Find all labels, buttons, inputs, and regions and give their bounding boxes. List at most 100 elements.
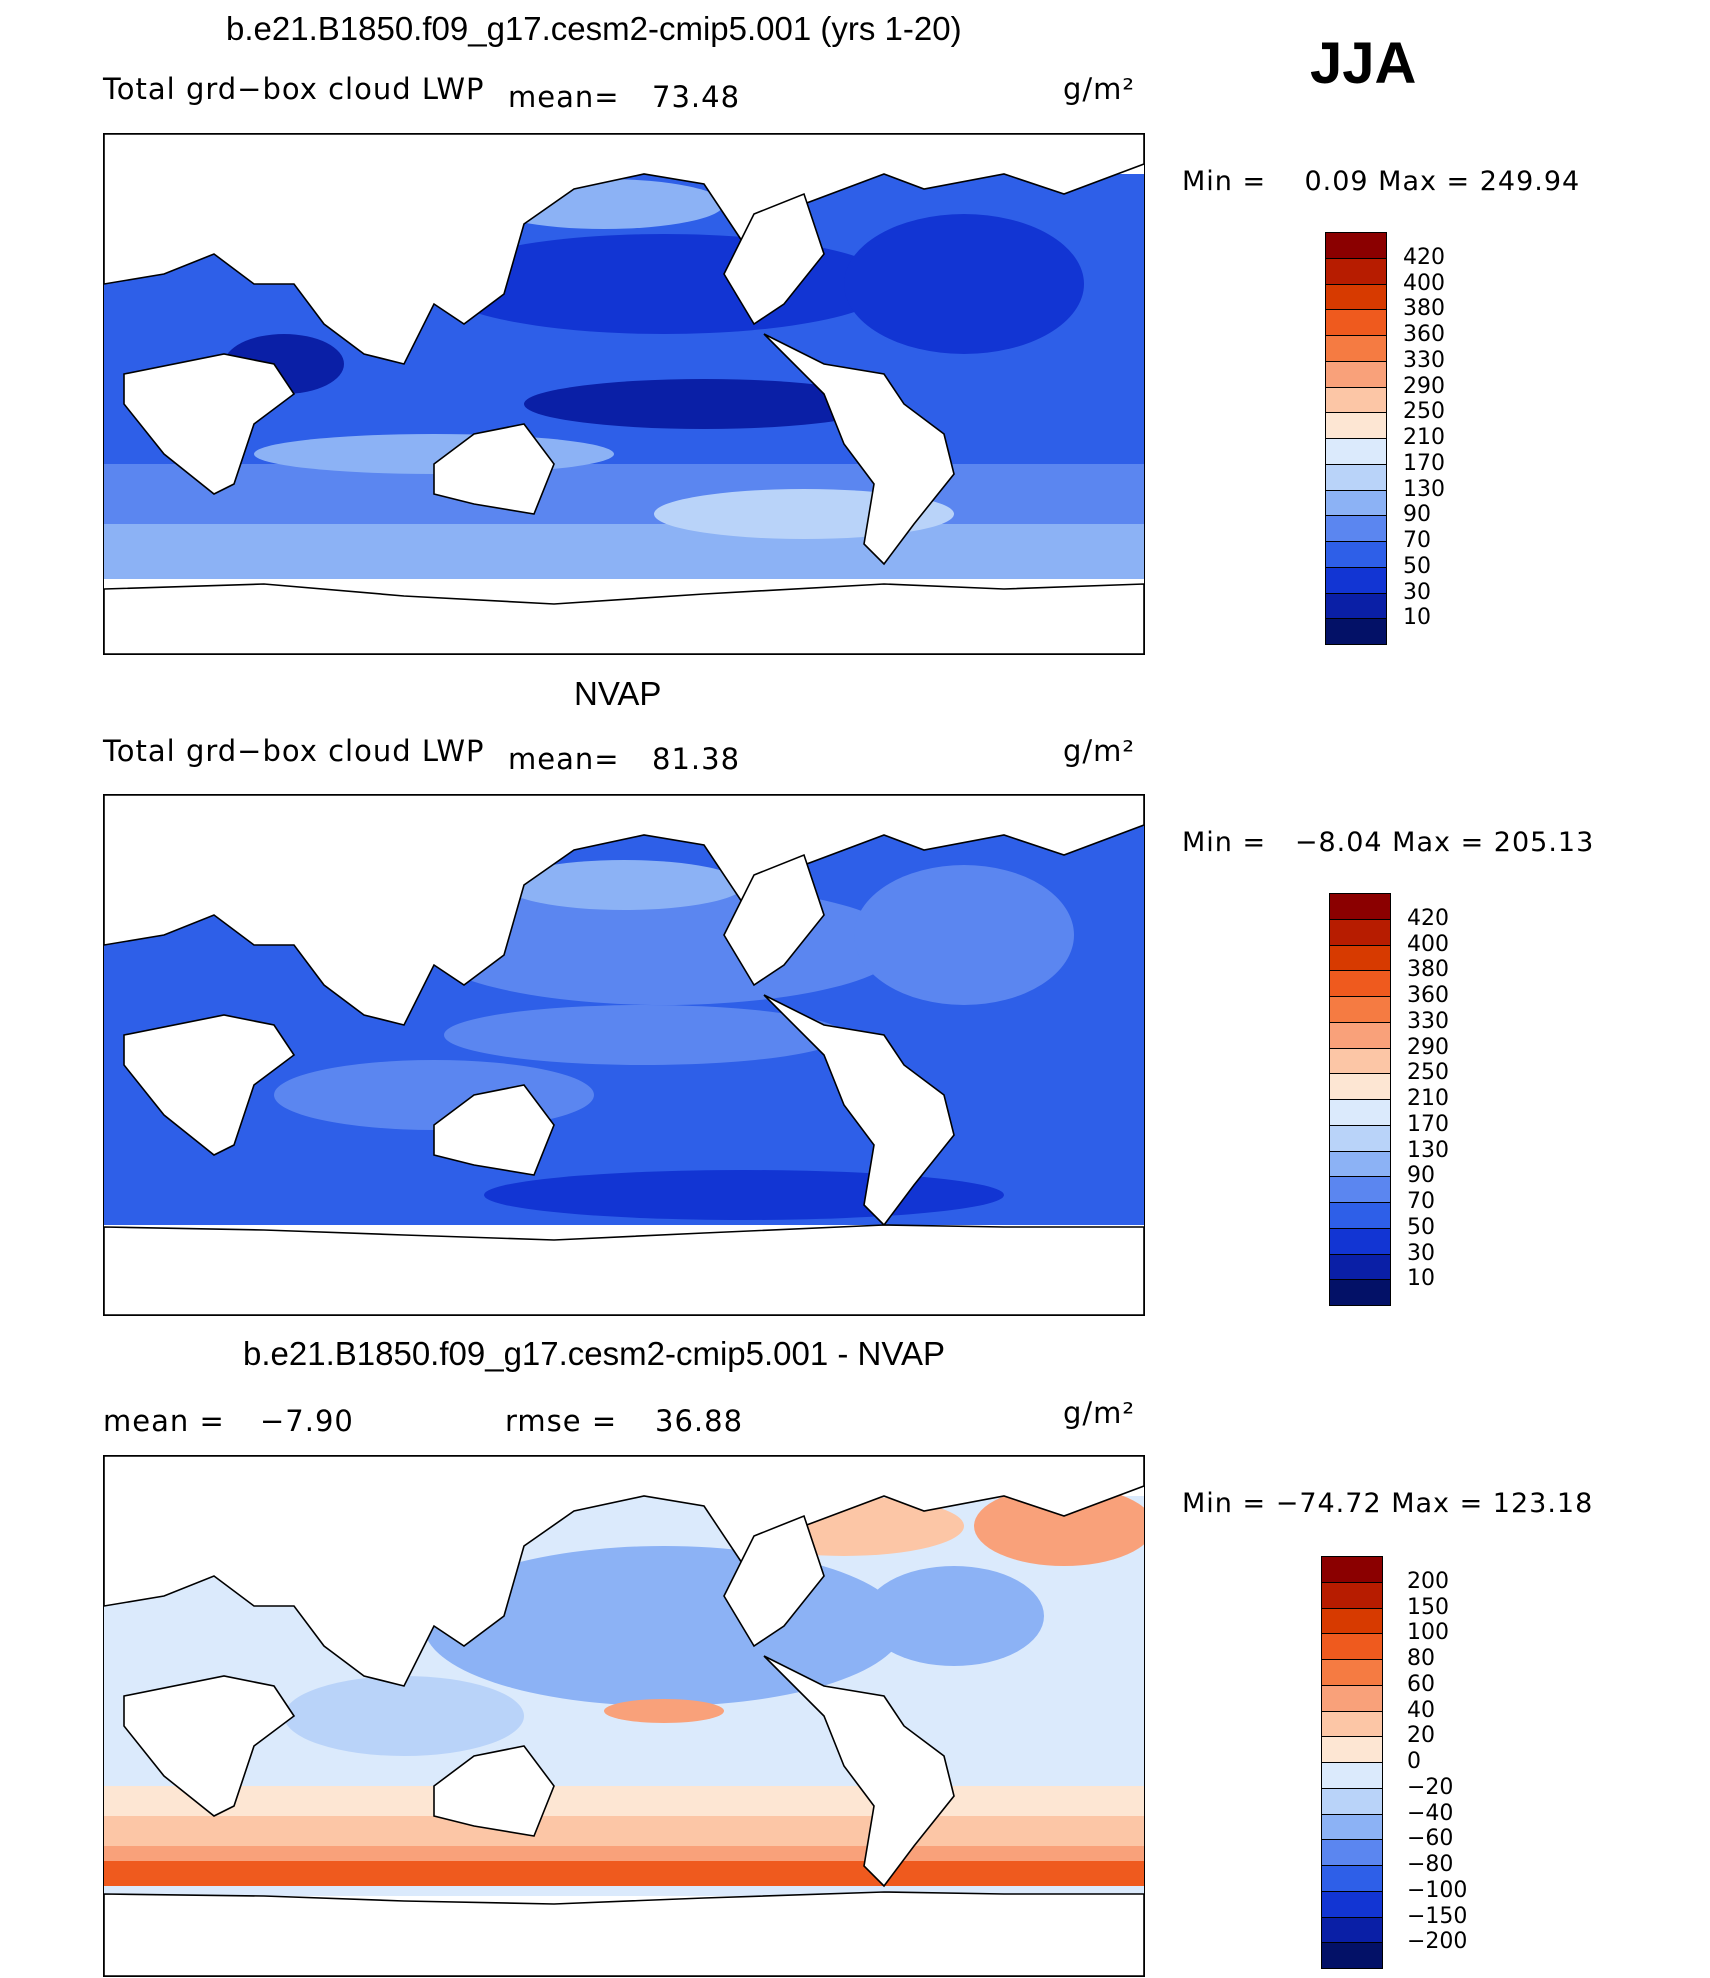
colorbar-swatch: [1329, 970, 1391, 997]
colorbar-level-label: 130: [1407, 1137, 1449, 1163]
colorbar-level-label: 50: [1403, 553, 1431, 579]
colorbar-swatch: [1329, 1202, 1391, 1229]
colorbar-swatch: [1321, 1684, 1383, 1712]
colorbar-level-label: 70: [1407, 1189, 1435, 1214]
colorbar-level-label: 30: [1403, 579, 1431, 605]
colorbar-level-label: −200: [1407, 1929, 1468, 1955]
colorbar-swatch: [1321, 1865, 1383, 1892]
colorbar-swatch: [1325, 309, 1387, 336]
colorbar-level-label: 30: [1407, 1240, 1435, 1266]
colorbar-swatch: [1329, 1021, 1391, 1049]
colorbar-level-label: 0: [1407, 1749, 1421, 1774]
colorbar-level-label: 420: [1403, 244, 1445, 270]
colorbar-swatch: [1321, 1813, 1383, 1841]
colorbar-level-label: 80: [1407, 1646, 1435, 1671]
colorbar-level-label: 290: [1407, 1034, 1449, 1060]
colorbar-level-label: 360: [1403, 322, 1445, 347]
colorbar-swatch: [1325, 618, 1387, 645]
colorbar-level-label: 70: [1403, 528, 1431, 553]
colorbar-swatch: [1329, 996, 1391, 1023]
colorbar-level-label: 90: [1403, 502, 1431, 528]
colorbar-level-label: 400: [1403, 270, 1445, 296]
colorbar-swatch: [1321, 1710, 1383, 1738]
colorbar-level-label: −100: [1407, 1877, 1468, 1903]
colorbar-level-label: 170: [1403, 450, 1445, 476]
map-panel-diff: [103, 1455, 1145, 1977]
min-max-model: Min = 0.09 Max = 249.94: [1182, 166, 1581, 197]
colorbar-level-label: 40: [1407, 1697, 1435, 1723]
colorbar-level-label: 130: [1403, 476, 1445, 502]
colorbar-level-label: 200: [1407, 1568, 1449, 1594]
colorbar-level-label: 60: [1407, 1671, 1435, 1697]
colorbar-swatch: [1325, 592, 1387, 620]
colorbar-swatch: [1325, 541, 1387, 568]
colorbar-level-label: −80: [1407, 1852, 1454, 1877]
units-label-model: g/m²: [1063, 72, 1136, 106]
colorbar-level-label: 380: [1407, 957, 1449, 983]
mean-value-diff: −7.90: [260, 1404, 354, 1438]
panel-title-model: b.e21.B1850.f09_g17.cesm2-cmip5.001 (yrs…: [226, 10, 962, 47]
colorbar-level-label: 210: [1407, 1086, 1449, 1111]
colorbar-swatch: [1325, 360, 1387, 388]
colorbar-level-label: −20: [1407, 1774, 1454, 1800]
colorbar-level-label: 20: [1407, 1723, 1435, 1749]
colorbar-obs: 420 400 380 360 330 290 250 210 170 130 90 70 50 30 10: [1329, 893, 1449, 1306]
colorbar-swatch: [1329, 1176, 1391, 1203]
colorbar-level-label: 330: [1407, 1008, 1449, 1034]
colorbar-swatch: [1321, 1736, 1383, 1763]
colorbar-swatch: [1329, 1253, 1391, 1281]
panel-title-obs: NVAP: [574, 675, 662, 712]
min-max-obs: Min = −8.04 Max = 205.13: [1182, 827, 1595, 858]
colorbar-level-label: 400: [1407, 931, 1449, 957]
colorbar-level-label: 100: [1407, 1620, 1449, 1646]
mean-value-obs: 81.38: [652, 742, 741, 776]
colorbar-level-label: 210: [1403, 425, 1445, 450]
rmse-value-diff: 36.88: [655, 1404, 744, 1438]
colorbar-swatch: [1321, 1556, 1383, 1583]
colorbar-swatch: [1329, 918, 1391, 946]
colorbar-diff: 200 150 100 80 60 40 20 0 −20 −40 −60 −80 −100 −150 −2…: [1321, 1556, 1467, 1969]
colorbar-level-label: 170: [1407, 1111, 1449, 1137]
colorbar-swatch: [1325, 257, 1387, 285]
colorbar-swatch: [1329, 1227, 1391, 1255]
colorbar-level-label: 50: [1407, 1214, 1435, 1240]
colorbar-swatch: [1325, 386, 1387, 414]
colorbar-swatch: [1321, 1607, 1383, 1635]
colorbar-level-label: 250: [1407, 1060, 1449, 1086]
colorbar-swatch: [1321, 1762, 1383, 1789]
colorbar-swatch: [1325, 283, 1387, 311]
mean-value-model: 73.48: [652, 80, 741, 114]
colorbar-level-label: 90: [1407, 1163, 1435, 1189]
panel-title-diff: b.e21.B1850.f09_g17.cesm2-cmip5.001 - NV…: [243, 1335, 945, 1372]
colorbar-swatch: [1329, 1099, 1391, 1126]
colorbar-swatch: [1321, 1659, 1383, 1686]
map-panel-model: [103, 133, 1145, 655]
colorbar-level-label: −40: [1407, 1800, 1454, 1826]
units-label-diff: g/m²: [1063, 1396, 1136, 1430]
colorbar-swatch: [1325, 232, 1387, 259]
colorbar-level-label: 380: [1403, 296, 1445, 322]
colorbar-level-label: 330: [1403, 347, 1445, 373]
colorbar-swatch: [1325, 335, 1387, 362]
colorbar-swatch: [1329, 1150, 1391, 1178]
colorbar-swatch: [1329, 1073, 1391, 1100]
units-label-obs: g/m²: [1063, 734, 1136, 768]
colorbar-swatch: [1329, 1047, 1391, 1075]
colorbar-swatch: [1329, 1124, 1391, 1152]
colorbar-swatch: [1325, 566, 1387, 594]
colorbar-swatch: [1321, 1942, 1383, 1969]
colorbar-level-label: −150: [1407, 1903, 1468, 1929]
map-panel-obs: [103, 794, 1145, 1316]
colorbar-swatch: [1321, 1581, 1383, 1609]
colorbar-level-label: 10: [1407, 1266, 1435, 1292]
mean-label-model: mean=: [508, 80, 620, 114]
season-label: JJA: [1310, 31, 1417, 96]
rmse-label-diff: rmse =: [505, 1404, 618, 1438]
mean-label-obs: mean=: [508, 742, 620, 776]
colorbar-level-label: 150: [1407, 1594, 1449, 1620]
colorbar-swatch: [1321, 1787, 1383, 1815]
colorbar-swatch: [1329, 944, 1391, 972]
colorbar-swatch: [1325, 515, 1387, 542]
colorbar-level-label: 420: [1407, 905, 1449, 931]
colorbar-model: 420 400 380 360 330 290 250 210 170 130 90 70 50 30 10: [1325, 232, 1445, 645]
